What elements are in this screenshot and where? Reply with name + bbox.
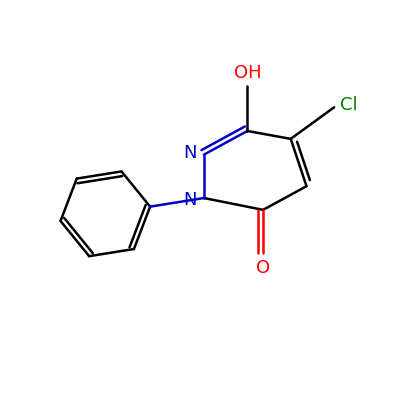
Text: O: O [256,259,270,277]
Text: N: N [183,144,197,162]
Text: Cl: Cl [340,96,358,114]
Text: OH: OH [234,64,261,82]
Text: N: N [183,191,197,209]
